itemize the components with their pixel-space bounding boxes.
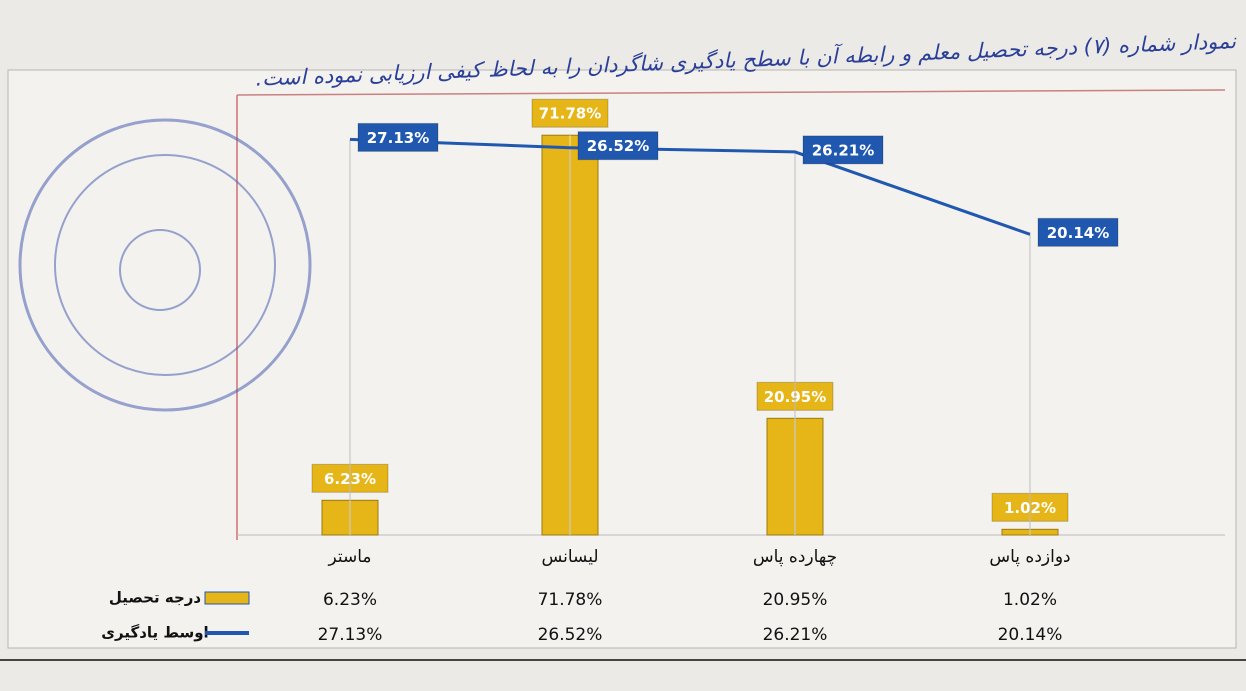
table-value: 27.13% bbox=[318, 625, 383, 645]
stamp-inner-ring bbox=[54, 154, 276, 376]
stamp-emblem bbox=[119, 229, 201, 311]
data-label-box bbox=[577, 131, 659, 161]
data-label-box bbox=[1037, 217, 1119, 247]
table-value: 26.21% bbox=[763, 625, 828, 645]
stamp-ring bbox=[18, 118, 312, 412]
legend-label: درجه تحصیل bbox=[109, 589, 201, 607]
table-value: 6.23% bbox=[323, 590, 377, 610]
x-tick-label: لیسانس bbox=[541, 547, 598, 567]
data-label: 27.13% bbox=[367, 129, 429, 147]
data-label: 20.14% bbox=[1047, 224, 1109, 242]
data-label-box bbox=[531, 98, 609, 128]
data-label: 26.21% bbox=[812, 141, 874, 159]
data-label: 26.52% bbox=[587, 137, 649, 155]
legend-label: اوسط یادگیری bbox=[101, 624, 208, 642]
plot-top-border bbox=[236, 89, 1226, 96]
data-label-box bbox=[802, 135, 884, 165]
table-value: 26.52% bbox=[538, 625, 603, 645]
table-value: 20.95% bbox=[763, 590, 828, 610]
line bbox=[349, 137, 1031, 236]
legend-swatch bbox=[204, 591, 250, 605]
table-value: 1.02% bbox=[1003, 590, 1057, 610]
data-label: 71.78% bbox=[539, 105, 601, 123]
x-tick-label: چهارده پاس bbox=[753, 547, 837, 567]
table-value: 20.14% bbox=[998, 625, 1063, 645]
data-label-box bbox=[357, 122, 439, 152]
x-tick-label: دوازده پاس bbox=[989, 547, 1070, 567]
stamp bbox=[18, 118, 312, 412]
table-value: 71.78% bbox=[538, 590, 603, 610]
x-tick-label: ماستر bbox=[327, 547, 371, 567]
